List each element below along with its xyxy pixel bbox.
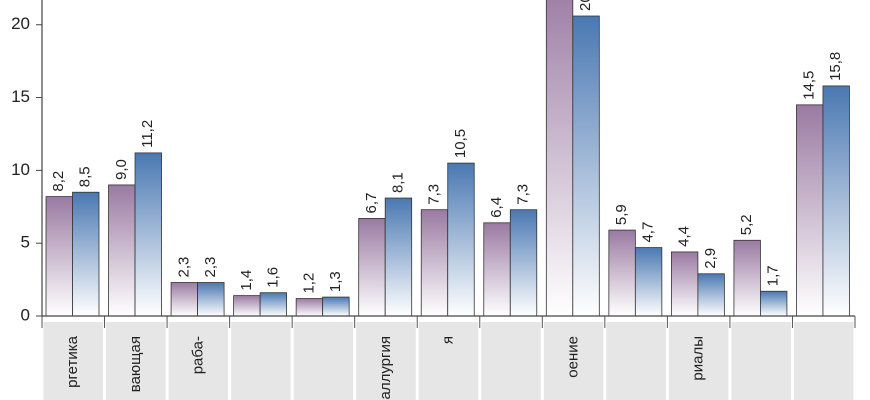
category-box — [481, 322, 541, 400]
bar — [170, 282, 198, 317]
value-label: 9,0 — [113, 159, 130, 180]
bar — [545, 0, 574, 317]
value-label: 8,1 — [389, 172, 406, 193]
bar — [634, 247, 663, 317]
bar — [572, 15, 600, 317]
category-box — [356, 322, 416, 400]
value-label: 1,7 — [765, 265, 782, 286]
value-label: 7,3 — [514, 184, 531, 205]
y-tick-label: 15 — [11, 87, 30, 106]
bar — [760, 290, 788, 317]
value-label: 4,4 — [676, 226, 693, 247]
bar — [295, 298, 324, 317]
x-tick-label: раба- — [189, 336, 206, 374]
value-label: 20,6 — [577, 0, 594, 11]
value-label: 10,5 — [452, 129, 469, 158]
bar — [733, 239, 761, 317]
value-label: 5,9 — [613, 204, 630, 225]
category-box — [793, 322, 854, 400]
bar — [108, 184, 136, 317]
y-tick-label: 10 — [11, 160, 30, 179]
category-box — [168, 322, 229, 400]
category-box — [543, 322, 604, 400]
bar — [259, 292, 288, 317]
value-label: 11,2 — [139, 120, 156, 148]
category-box — [231, 322, 291, 400]
category-box — [418, 322, 479, 400]
x-tick-label: риалы — [690, 336, 707, 381]
bar — [384, 197, 413, 317]
bar — [822, 85, 850, 317]
value-label: 1,3 — [327, 271, 344, 292]
bar — [608, 229, 636, 317]
bar — [72, 191, 100, 317]
y-tick-label: 0 — [21, 305, 30, 324]
x-tick-label: оение — [565, 336, 582, 378]
value-label: 14,5 — [801, 71, 818, 100]
value-label: 1,2 — [300, 273, 317, 294]
category-box — [606, 322, 666, 400]
value-label: 5,2 — [738, 214, 755, 235]
bar — [322, 296, 350, 317]
bar — [697, 273, 725, 317]
value-label: 4,7 — [640, 222, 657, 243]
bar — [796, 104, 824, 317]
bar — [420, 209, 449, 317]
bar — [197, 282, 225, 317]
bar — [670, 251, 699, 317]
value-label: 15,8 — [827, 52, 844, 81]
value-label: 2,3 — [175, 257, 192, 278]
category-box — [43, 322, 104, 400]
x-tick-label: ргетика — [64, 335, 81, 387]
y-tick-label: 20 — [11, 14, 30, 33]
value-label: 6,4 — [488, 197, 505, 218]
x-tick-label: вающая — [127, 336, 144, 392]
value-label: 2,9 — [702, 248, 719, 269]
category-box — [293, 322, 354, 400]
bar — [233, 295, 261, 317]
value-label: 1,4 — [238, 270, 255, 291]
x-tick-label: аллургия — [377, 336, 394, 400]
category-box — [106, 322, 166, 400]
value-label: 8,5 — [77, 166, 94, 187]
value-label: 1,6 — [264, 267, 281, 288]
bar — [134, 152, 162, 317]
category-box — [668, 322, 729, 400]
category-box — [731, 322, 791, 400]
bar — [45, 196, 73, 317]
y-tick-label: 5 — [21, 233, 30, 252]
value-label: 2,3 — [202, 257, 219, 278]
bar — [358, 218, 386, 317]
bar — [509, 209, 538, 317]
value-label: 7,3 — [425, 184, 442, 205]
value-label: 8,2 — [50, 171, 67, 192]
bar — [483, 222, 511, 317]
bar — [447, 162, 475, 317]
value-label: 6,7 — [363, 193, 380, 214]
x-tick-label: я — [439, 336, 456, 344]
